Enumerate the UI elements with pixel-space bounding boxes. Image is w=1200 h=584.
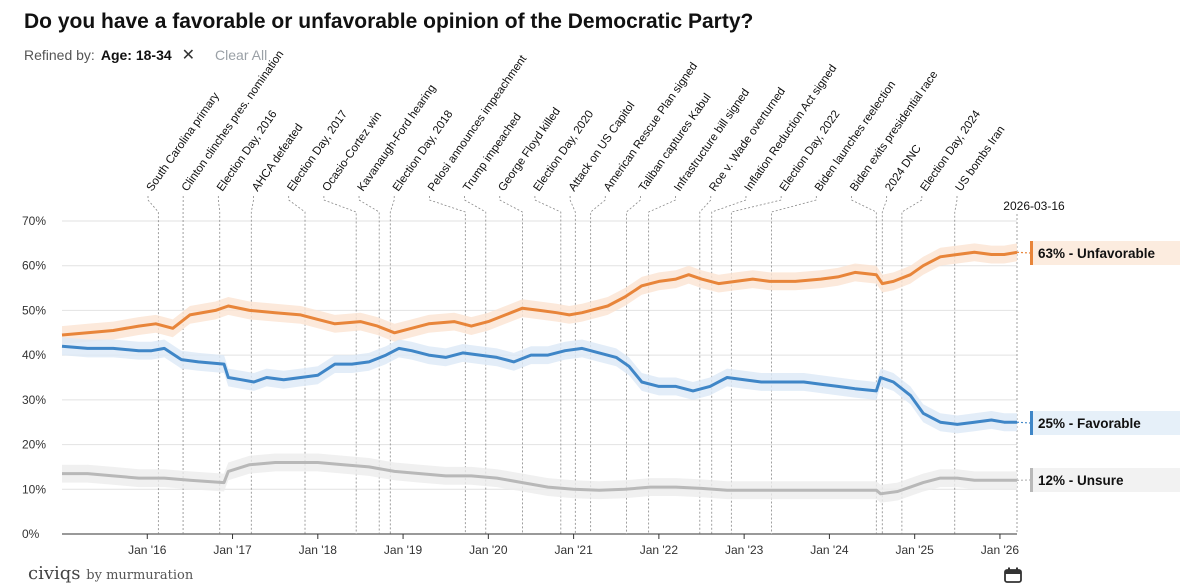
favorable-end-connector (1017, 422, 1030, 423)
x-tick-label: Jan '24 (810, 543, 849, 557)
event-label: George Floyd killed (496, 106, 563, 194)
x-tick-label: Jan '19 (384, 543, 423, 557)
y-tick-label: 30% (22, 393, 46, 407)
x-tick-label: Jan '20 (469, 543, 508, 557)
brand-suffix: by murmuration (86, 568, 193, 583)
event-label: Attack on US Capitol (567, 100, 638, 194)
unfavorable-end-connector (1017, 252, 1030, 253)
event-label: Election Day, 2024 (918, 108, 983, 194)
x-tick-label: Jan '18 (299, 543, 338, 557)
favorable-confidence-band (62, 337, 1017, 433)
unfavorable-end-label: 63% - Unfavorable (1038, 246, 1156, 261)
y-tick-label: 10% (22, 482, 46, 496)
x-tick-label: Jan '17 (213, 543, 252, 557)
y-tick-label: 50% (22, 303, 46, 317)
unsure-end-label: 12% - Unsure (1038, 473, 1124, 488)
unfavorable-series-line (62, 252, 1017, 335)
y-tick-label: 0% (22, 527, 40, 541)
favorable-end-label: 25% - Favorable (1038, 416, 1141, 431)
x-tick-label: Jan '26 (981, 543, 1020, 557)
x-tick-label: Jan '16 (128, 543, 167, 557)
event-marker-line (390, 196, 394, 534)
unsure-end-label-marker (1030, 468, 1033, 492)
calendar-icon[interactable] (1004, 567, 1022, 583)
x-tick-label: Jan '25 (896, 543, 935, 557)
y-tick-label: 20% (22, 438, 46, 452)
event-marker-line (289, 196, 305, 534)
x-tick-label: Jan '22 (640, 543, 679, 557)
y-tick-label: 60% (22, 259, 46, 273)
event-marker-line (882, 196, 886, 534)
y-tick-label: 70% (22, 214, 46, 228)
unfavorable-end-label-marker (1030, 241, 1033, 265)
x-tick-label: Jan '23 (725, 543, 764, 557)
unfavorable-confidence-band (62, 243, 1017, 344)
end-date-label: 2026-03-16 (1003, 199, 1065, 213)
event-marker-line (251, 196, 253, 534)
event-label: Election Day, 2017 (285, 108, 350, 193)
x-tick-label: Jan '21 (554, 543, 593, 557)
brand-name: civiqs (28, 563, 81, 584)
civiqs-logo[interactable]: civiqs by murmuration (28, 563, 193, 584)
unsure-confidence-band (62, 454, 1017, 503)
y-tick-label: 40% (22, 348, 46, 362)
favorable-end-label-marker (1030, 411, 1033, 435)
